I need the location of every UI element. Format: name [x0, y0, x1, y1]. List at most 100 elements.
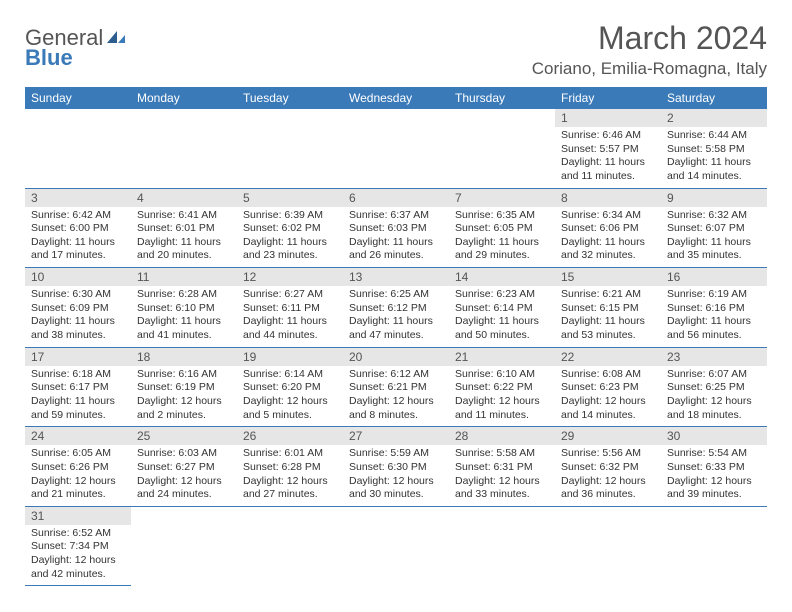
sunset-line: Sunset: 6:22 PM [455, 381, 549, 395]
sunset-line: Sunset: 6:01 PM [137, 222, 231, 236]
calendar-cell: 25Sunrise: 6:03 AMSunset: 6:27 PMDayligh… [131, 427, 237, 507]
day-number: 1 [555, 109, 661, 127]
daylight-line: Daylight: 11 hours and 56 minutes. [667, 315, 761, 342]
daylight-line: Daylight: 12 hours and 8 minutes. [349, 395, 443, 422]
sunrise-line: Sunrise: 6:21 AM [561, 288, 655, 302]
day-number: 9 [661, 189, 767, 207]
sunset-line: Sunset: 6:32 PM [561, 461, 655, 475]
daylight-line: Daylight: 11 hours and 41 minutes. [137, 315, 231, 342]
calendar-cell: 6Sunrise: 6:37 AMSunset: 6:03 PMDaylight… [343, 188, 449, 268]
calendar-cell: 21Sunrise: 6:10 AMSunset: 6:22 PMDayligh… [449, 347, 555, 427]
day-number: 24 [25, 427, 131, 445]
day-header: Thursday [449, 87, 555, 109]
day-number: 12 [237, 268, 343, 286]
sunset-line: Sunset: 6:14 PM [455, 302, 549, 316]
sunset-line: Sunset: 6:06 PM [561, 222, 655, 236]
logo-word-blue: Blue [25, 45, 73, 70]
day-details: Sunrise: 6:44 AMSunset: 5:58 PMDaylight:… [661, 127, 767, 188]
day-details: Sunrise: 6:35 AMSunset: 6:05 PMDaylight:… [449, 207, 555, 268]
calendar-cell: 15Sunrise: 6:21 AMSunset: 6:15 PMDayligh… [555, 268, 661, 348]
sunset-line: Sunset: 6:11 PM [243, 302, 337, 316]
day-number: 28 [449, 427, 555, 445]
sunrise-line: Sunrise: 6:35 AM [455, 209, 549, 223]
day-number: 14 [449, 268, 555, 286]
day-details: Sunrise: 6:07 AMSunset: 6:25 PMDaylight:… [661, 366, 767, 427]
sunset-line: Sunset: 6:17 PM [31, 381, 125, 395]
calendar-cell: 7Sunrise: 6:35 AMSunset: 6:05 PMDaylight… [449, 188, 555, 268]
calendar-cell: 18Sunrise: 6:16 AMSunset: 6:19 PMDayligh… [131, 347, 237, 427]
daylight-line: Daylight: 12 hours and 24 minutes. [137, 475, 231, 502]
calendar-row: 10Sunrise: 6:30 AMSunset: 6:09 PMDayligh… [25, 268, 767, 348]
day-number: 16 [661, 268, 767, 286]
day-header: Monday [131, 87, 237, 109]
sunset-line: Sunset: 6:28 PM [243, 461, 337, 475]
sunset-line: Sunset: 6:02 PM [243, 222, 337, 236]
calendar-row: 1Sunrise: 6:46 AMSunset: 5:57 PMDaylight… [25, 109, 767, 188]
daylight-line: Daylight: 11 hours and 26 minutes. [349, 236, 443, 263]
day-details: Sunrise: 6:10 AMSunset: 6:22 PMDaylight:… [449, 366, 555, 427]
calendar-cell [25, 109, 131, 188]
day-details: Sunrise: 6:39 AMSunset: 6:02 PMDaylight:… [237, 207, 343, 268]
calendar-cell: 2Sunrise: 6:44 AMSunset: 5:58 PMDaylight… [661, 109, 767, 188]
day-details: Sunrise: 5:54 AMSunset: 6:33 PMDaylight:… [661, 445, 767, 506]
daylight-line: Daylight: 12 hours and 39 minutes. [667, 475, 761, 502]
day-details: Sunrise: 6:21 AMSunset: 6:15 PMDaylight:… [555, 286, 661, 347]
daylight-line: Daylight: 11 hours and 20 minutes. [137, 236, 231, 263]
daylight-line: Daylight: 11 hours and 14 minutes. [667, 156, 761, 183]
daylight-line: Daylight: 11 hours and 59 minutes. [31, 395, 125, 422]
day-details: Sunrise: 6:12 AMSunset: 6:21 PMDaylight:… [343, 366, 449, 427]
sunset-line: Sunset: 6:10 PM [137, 302, 231, 316]
daylight-line: Daylight: 11 hours and 11 minutes. [561, 156, 655, 183]
calendar-cell: 5Sunrise: 6:39 AMSunset: 6:02 PMDaylight… [237, 188, 343, 268]
sunset-line: Sunset: 6:27 PM [137, 461, 231, 475]
day-header: Friday [555, 87, 661, 109]
calendar-cell: 20Sunrise: 6:12 AMSunset: 6:21 PMDayligh… [343, 347, 449, 427]
calendar-cell: 29Sunrise: 5:56 AMSunset: 6:32 PMDayligh… [555, 427, 661, 507]
calendar-cell: 16Sunrise: 6:19 AMSunset: 6:16 PMDayligh… [661, 268, 767, 348]
day-details: Sunrise: 5:56 AMSunset: 6:32 PMDaylight:… [555, 445, 661, 506]
daylight-line: Daylight: 12 hours and 36 minutes. [561, 475, 655, 502]
sunrise-line: Sunrise: 6:19 AM [667, 288, 761, 302]
day-number: 27 [343, 427, 449, 445]
daylight-line: Daylight: 11 hours and 53 minutes. [561, 315, 655, 342]
day-header: Sunday [25, 87, 131, 109]
calendar-table: Sunday Monday Tuesday Wednesday Thursday… [25, 87, 767, 586]
calendar-cell: 10Sunrise: 6:30 AMSunset: 6:09 PMDayligh… [25, 268, 131, 348]
title-block: March 2024 Coriano, Emilia-Romagna, Ital… [532, 20, 767, 79]
day-header: Tuesday [237, 87, 343, 109]
sunrise-line: Sunrise: 6:52 AM [31, 527, 125, 541]
calendar-cell: 13Sunrise: 6:25 AMSunset: 6:12 PMDayligh… [343, 268, 449, 348]
sunrise-line: Sunrise: 6:07 AM [667, 368, 761, 382]
sunrise-line: Sunrise: 6:42 AM [31, 209, 125, 223]
day-number: 8 [555, 189, 661, 207]
logo: General Blue [25, 28, 127, 68]
day-number: 31 [25, 507, 131, 525]
day-details: Sunrise: 6:14 AMSunset: 6:20 PMDaylight:… [237, 366, 343, 427]
day-details: Sunrise: 6:46 AMSunset: 5:57 PMDaylight:… [555, 127, 661, 188]
sunset-line: Sunset: 6:20 PM [243, 381, 337, 395]
calendar-row: 24Sunrise: 6:05 AMSunset: 6:26 PMDayligh… [25, 427, 767, 507]
day-number: 21 [449, 348, 555, 366]
calendar-cell [343, 109, 449, 188]
sunrise-line: Sunrise: 6:27 AM [243, 288, 337, 302]
sunset-line: Sunset: 5:57 PM [561, 143, 655, 157]
sunset-line: Sunset: 6:15 PM [561, 302, 655, 316]
day-number: 25 [131, 427, 237, 445]
sunset-line: Sunset: 6:12 PM [349, 302, 443, 316]
sunset-line: Sunset: 6:21 PM [349, 381, 443, 395]
calendar-cell [661, 506, 767, 586]
day-number: 22 [555, 348, 661, 366]
calendar-cell: 26Sunrise: 6:01 AMSunset: 6:28 PMDayligh… [237, 427, 343, 507]
location: Coriano, Emilia-Romagna, Italy [532, 59, 767, 79]
day-details: Sunrise: 5:58 AMSunset: 6:31 PMDaylight:… [449, 445, 555, 506]
day-number: 4 [131, 189, 237, 207]
calendar-cell [449, 506, 555, 586]
calendar-cell [449, 109, 555, 188]
daylight-line: Daylight: 12 hours and 42 minutes. [31, 554, 125, 581]
daylight-line: Daylight: 12 hours and 21 minutes. [31, 475, 125, 502]
day-number: 5 [237, 189, 343, 207]
sunset-line: Sunset: 6:19 PM [137, 381, 231, 395]
day-number: 13 [343, 268, 449, 286]
sail-icon [105, 28, 127, 48]
header: General Blue March 2024 Coriano, Emilia-… [25, 20, 767, 79]
